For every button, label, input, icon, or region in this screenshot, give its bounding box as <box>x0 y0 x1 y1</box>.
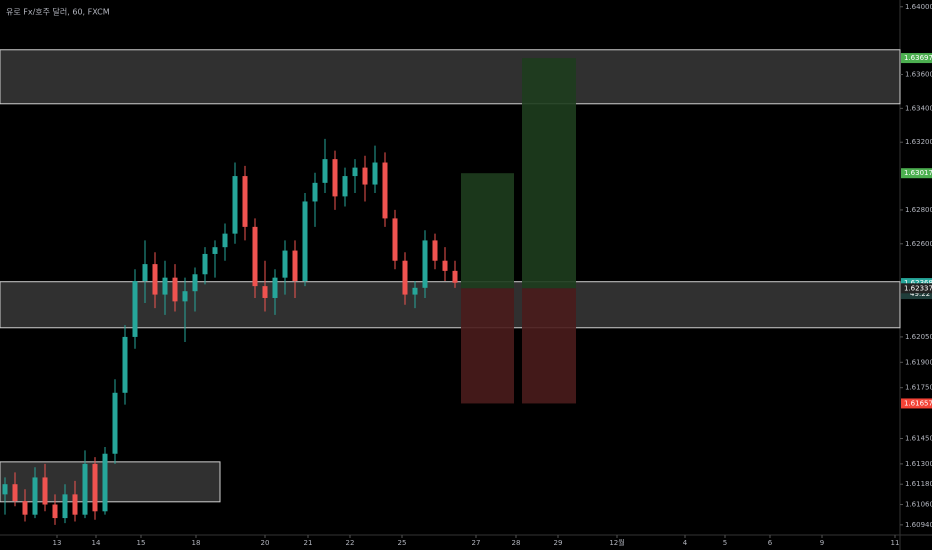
y-tick-label: 1.61180 <box>905 480 932 488</box>
y-tick-label: 1.62050 <box>905 333 932 341</box>
candle-body <box>22 501 28 515</box>
y-tick-label: 1.61300 <box>905 460 932 468</box>
candle-body <box>312 182 318 202</box>
price-label-box <box>901 278 932 289</box>
candle-body <box>272 277 278 298</box>
price-label-box <box>901 283 932 294</box>
candle-body <box>232 176 238 234</box>
candle-body <box>332 159 338 197</box>
price-label-box <box>901 53 932 64</box>
candle-body <box>382 162 388 219</box>
candle-body <box>432 240 438 261</box>
x-tick-label: 21 <box>304 539 313 547</box>
loss-zone <box>461 288 514 404</box>
profit-zone <box>522 58 576 289</box>
x-tick-label: 9 <box>820 539 824 547</box>
x-tick-label: 4 <box>683 539 688 547</box>
candle-body <box>342 176 348 197</box>
countdown-box <box>901 289 932 300</box>
zone <box>0 49 901 105</box>
x-tick-label: 14 <box>92 539 101 547</box>
x-tick-label: 18 <box>192 539 201 547</box>
x-tick-label: 25 <box>398 539 407 547</box>
candle-body <box>12 484 18 502</box>
candle-body <box>242 176 248 227</box>
price-label: 1.61657 <box>904 399 932 407</box>
price-label: 1.62368 <box>904 279 932 287</box>
x-tick-label: 28 <box>512 539 521 547</box>
y-tick-label: 1.63200 <box>905 138 932 146</box>
candle-body <box>372 162 378 185</box>
candle-body <box>292 250 298 282</box>
candle-body <box>192 274 198 292</box>
y-tick-label: 1.60940 <box>905 521 932 529</box>
candle-body <box>142 264 148 282</box>
y-tick-label: 1.61060 <box>905 501 932 509</box>
candle-body <box>352 167 358 177</box>
y-tick-label: 1.61450 <box>905 434 932 442</box>
candle-body <box>72 494 78 515</box>
candle-body <box>252 226 258 287</box>
x-tick-label: 13 <box>53 539 62 547</box>
y-tick-label: 1.61750 <box>905 384 932 392</box>
candle-body <box>452 270 458 283</box>
y-tick-label: 1.63600 <box>905 70 932 78</box>
y-tick-label: 1.62800 <box>905 206 932 214</box>
x-tick-label: 29 <box>554 539 563 547</box>
y-tick-label: 1.62600 <box>905 240 932 248</box>
candle-body <box>222 233 228 248</box>
y-tick-label: 1.63400 <box>905 104 932 112</box>
x-tick-label: 12월 <box>609 538 624 547</box>
candle-body <box>212 247 218 254</box>
candle-body <box>182 291 188 302</box>
candle-body <box>152 264 158 295</box>
candle-body <box>262 286 268 298</box>
profit-zone <box>461 173 514 289</box>
x-tick-label: 20 <box>261 539 270 547</box>
price-label: 1.62337 <box>904 284 932 292</box>
price-label: 1.63697 <box>904 54 932 62</box>
candle-body <box>302 201 308 282</box>
x-tick-label: 11 <box>891 539 900 547</box>
candle-body <box>442 260 448 271</box>
x-tick-label: 22 <box>346 539 355 547</box>
y-tick-label: 1.64000 <box>905 3 932 11</box>
candle-body <box>282 250 288 278</box>
candle-body <box>112 392 118 454</box>
chart-title: 유로 Fx/호주 달러, 60, FXCM <box>6 8 110 17</box>
zone <box>0 281 901 329</box>
candle-body <box>62 494 68 519</box>
price-label-box <box>901 398 932 409</box>
x-tick-label: 6 <box>768 539 773 547</box>
x-tick-label: 5 <box>723 539 727 547</box>
candle-body <box>32 477 38 515</box>
x-tick-label: 15 <box>137 539 146 547</box>
price-label: 1.63017 <box>904 169 932 177</box>
price-label-box <box>901 168 932 179</box>
candle-body <box>422 240 428 288</box>
candle-body <box>92 463 98 512</box>
y-tick-label: 1.61900 <box>905 358 932 366</box>
candle-body <box>132 281 138 337</box>
candle-body <box>162 277 168 295</box>
candle-body <box>412 287 418 295</box>
candle-body <box>102 453 108 512</box>
loss-zone <box>522 288 576 404</box>
candle-body <box>392 218 398 261</box>
candle-body <box>2 484 8 495</box>
candle-body <box>402 260 408 295</box>
candle-body <box>122 336 128 393</box>
x-tick-label: 27 <box>472 539 481 547</box>
candle-body <box>42 477 48 505</box>
countdown: 49:22 <box>910 290 930 298</box>
candle-body <box>362 167 368 185</box>
candle-body <box>322 159 328 183</box>
candle-body <box>52 504 58 519</box>
candle-body <box>202 253 208 275</box>
candle-body <box>82 463 88 515</box>
candle-body <box>172 277 178 302</box>
